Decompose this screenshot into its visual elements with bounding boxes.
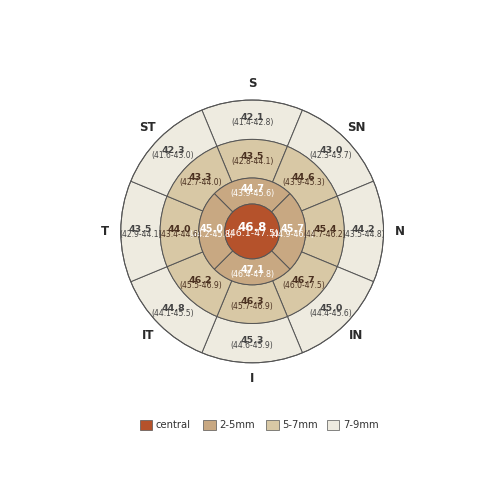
Text: (44.4-45.6): (44.4-45.6) bbox=[310, 308, 352, 318]
Wedge shape bbox=[287, 266, 373, 353]
Wedge shape bbox=[273, 252, 337, 316]
Text: IN: IN bbox=[349, 329, 364, 342]
Wedge shape bbox=[131, 110, 217, 196]
Wedge shape bbox=[215, 251, 290, 285]
Text: 46.7: 46.7 bbox=[292, 276, 315, 285]
Wedge shape bbox=[167, 252, 232, 316]
Wedge shape bbox=[217, 140, 287, 182]
Wedge shape bbox=[202, 316, 303, 363]
Text: 47.1: 47.1 bbox=[240, 264, 264, 274]
Wedge shape bbox=[337, 181, 384, 282]
Text: (44.2-45.8): (44.2-45.8) bbox=[189, 230, 234, 238]
Wedge shape bbox=[131, 266, 217, 353]
Wedge shape bbox=[199, 194, 233, 269]
Text: 45.4: 45.4 bbox=[313, 224, 337, 234]
Text: 42.3: 42.3 bbox=[161, 146, 185, 154]
Text: S: S bbox=[248, 78, 256, 90]
Wedge shape bbox=[217, 281, 287, 324]
Bar bbox=[140, 420, 153, 430]
Wedge shape bbox=[287, 110, 373, 196]
Bar bbox=[203, 420, 215, 430]
Text: I: I bbox=[250, 372, 254, 386]
Text: 44.6: 44.6 bbox=[292, 174, 315, 182]
Text: (42.7-44.0): (42.7-44.0) bbox=[180, 178, 222, 188]
Text: 46.8: 46.8 bbox=[238, 221, 267, 234]
Text: 46.2: 46.2 bbox=[189, 276, 213, 285]
Text: (46.4-47.8): (46.4-47.8) bbox=[230, 270, 274, 279]
Text: (41.4-42.8): (41.4-42.8) bbox=[231, 118, 274, 127]
Text: 43.3: 43.3 bbox=[189, 174, 213, 182]
Wedge shape bbox=[160, 196, 203, 266]
Text: 46.3: 46.3 bbox=[241, 298, 264, 306]
Text: (42.8-44.1): (42.8-44.1) bbox=[231, 157, 274, 166]
Wedge shape bbox=[215, 178, 290, 212]
Text: (43.5-44.8): (43.5-44.8) bbox=[342, 230, 385, 238]
Text: 44.7: 44.7 bbox=[240, 184, 264, 194]
Text: (46.1-47.5): (46.1-47.5) bbox=[226, 228, 278, 237]
Text: 45.7: 45.7 bbox=[280, 224, 305, 234]
Text: IT: IT bbox=[142, 329, 154, 342]
Text: (44.6-45.9): (44.6-45.9) bbox=[231, 342, 274, 350]
Bar bbox=[327, 420, 339, 430]
Text: 7-9mm: 7-9mm bbox=[343, 420, 378, 430]
Text: (45.7-46.9): (45.7-46.9) bbox=[231, 302, 274, 312]
Wedge shape bbox=[272, 194, 306, 269]
Text: ST: ST bbox=[140, 120, 156, 134]
Text: 45.3: 45.3 bbox=[241, 336, 264, 345]
Text: 43.5: 43.5 bbox=[129, 224, 152, 234]
Bar bbox=[266, 420, 279, 430]
Wedge shape bbox=[167, 146, 232, 211]
Text: 45.0: 45.0 bbox=[200, 224, 224, 234]
Text: 5-7mm: 5-7mm bbox=[282, 420, 318, 430]
Text: (42.3-43.7): (42.3-43.7) bbox=[310, 150, 352, 160]
Text: 44.2: 44.2 bbox=[352, 224, 376, 234]
Text: (43.9-45.3): (43.9-45.3) bbox=[282, 178, 325, 188]
Text: 44.0: 44.0 bbox=[168, 224, 191, 234]
Text: (42.9-44.1): (42.9-44.1) bbox=[119, 230, 162, 238]
Text: (44.7-46.2): (44.7-46.2) bbox=[304, 230, 346, 238]
Circle shape bbox=[225, 204, 279, 259]
Text: (46.0-47.5): (46.0-47.5) bbox=[282, 281, 325, 290]
Wedge shape bbox=[121, 181, 167, 282]
Wedge shape bbox=[273, 146, 337, 211]
Text: (43.9-45.6): (43.9-45.6) bbox=[230, 190, 274, 198]
Text: (44.9-46.4): (44.9-46.4) bbox=[271, 230, 314, 238]
Text: central: central bbox=[156, 420, 191, 430]
Text: (44.1-45.5): (44.1-45.5) bbox=[152, 308, 194, 318]
Text: 43.0: 43.0 bbox=[319, 146, 343, 154]
Wedge shape bbox=[302, 196, 344, 266]
Text: 44.8: 44.8 bbox=[161, 304, 185, 312]
Text: 45.0: 45.0 bbox=[319, 304, 343, 312]
Text: (43.4-44.6): (43.4-44.6) bbox=[158, 230, 201, 238]
Text: T: T bbox=[100, 225, 109, 238]
Text: 2-5mm: 2-5mm bbox=[219, 420, 255, 430]
Text: (45.5-46.9): (45.5-46.9) bbox=[180, 281, 222, 290]
Text: (41.6-43.0): (41.6-43.0) bbox=[152, 150, 194, 160]
Wedge shape bbox=[202, 100, 303, 146]
Text: SN: SN bbox=[347, 120, 366, 134]
Text: N: N bbox=[395, 225, 405, 238]
Text: 42.1: 42.1 bbox=[240, 113, 264, 122]
Text: 43.5: 43.5 bbox=[241, 152, 264, 161]
